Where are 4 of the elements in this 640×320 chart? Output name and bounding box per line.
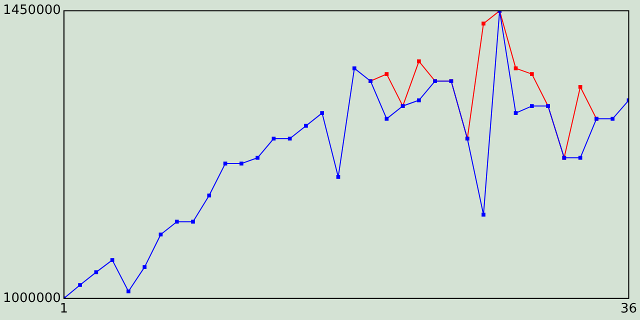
y-tick-label: 1000000 (2, 290, 61, 306)
x-tick-label: 36 (620, 302, 637, 317)
y-tick-label: 1450000 (2, 3, 61, 18)
x-tick-label: 1 (60, 302, 68, 317)
